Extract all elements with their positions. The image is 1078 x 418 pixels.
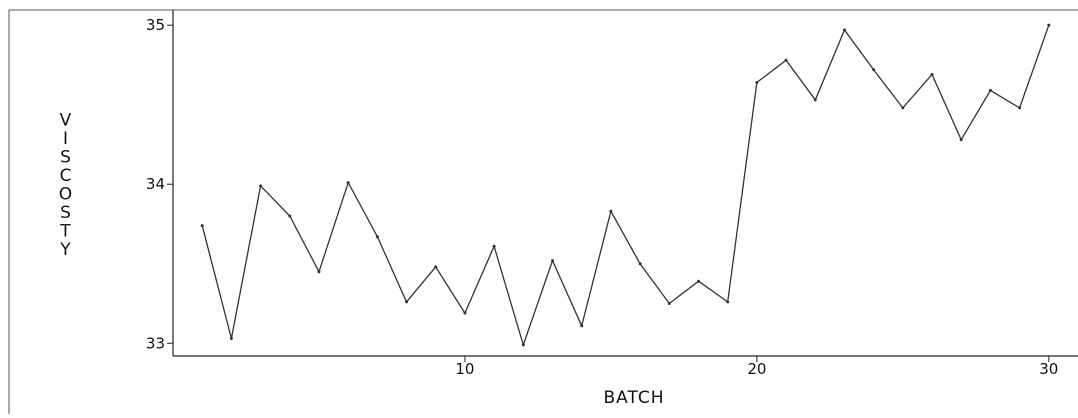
y-axis-title-char: S <box>60 203 72 223</box>
data-point <box>638 262 642 266</box>
data-point <box>901 106 905 110</box>
data-point <box>229 337 233 341</box>
x-tick-label: 20 <box>747 360 766 378</box>
data-point <box>551 259 555 263</box>
y-axis-title-char: C <box>60 166 73 186</box>
data-point <box>988 88 992 92</box>
data-point <box>959 138 963 142</box>
data-point <box>609 209 613 213</box>
y-axis-title-char: O <box>59 184 73 204</box>
data-points <box>200 23 1051 347</box>
data-point <box>1018 106 1022 110</box>
y-axis-title-char: T <box>59 221 71 241</box>
data-point <box>463 311 467 315</box>
data-point <box>784 58 788 62</box>
x-tick-label: 30 <box>1039 360 1058 378</box>
data-point <box>930 72 934 76</box>
x-axis-ticks: 10 20 30 <box>455 356 1058 378</box>
data-point <box>405 300 409 304</box>
data-point <box>346 181 350 185</box>
y-axis-title-char: V <box>60 110 73 130</box>
data-point <box>755 80 759 84</box>
data-point <box>434 265 438 269</box>
data-point <box>317 270 321 274</box>
y-axis-title-char: Y <box>59 240 71 260</box>
data-point <box>375 235 379 239</box>
data-point <box>842 28 846 32</box>
data-point <box>726 300 730 304</box>
y-tick-label: 33 <box>146 334 165 352</box>
data-point <box>200 224 204 228</box>
data-point <box>813 98 817 102</box>
data-point <box>288 214 292 218</box>
data-point <box>667 302 671 306</box>
y-tick-label: 35 <box>146 16 165 34</box>
x-axis-title: BATCH <box>603 388 664 408</box>
y-axis-ticks: 33 34 35 <box>146 16 173 352</box>
y-tick-label: 34 <box>146 175 165 193</box>
data-point <box>521 343 525 347</box>
data-point <box>580 324 584 328</box>
y-axis-title-char: S <box>60 147 72 167</box>
y-axis-title-char: I <box>63 129 69 149</box>
x-tick-label: 10 <box>455 360 474 378</box>
data-point <box>872 68 876 72</box>
data-point <box>259 184 263 188</box>
data-point <box>1047 23 1051 27</box>
series-line <box>201 24 1050 348</box>
data-point <box>696 279 700 283</box>
data-point <box>492 244 496 248</box>
